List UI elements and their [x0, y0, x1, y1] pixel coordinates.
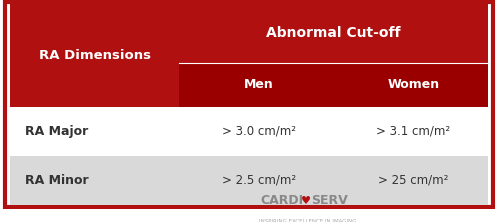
- Text: CARDI: CARDI: [260, 194, 304, 207]
- Text: > 2.5 cm/m²: > 2.5 cm/m²: [222, 174, 296, 187]
- Bar: [10, 156, 488, 205]
- Text: Women: Women: [387, 78, 439, 91]
- FancyBboxPatch shape: [5, 2, 493, 207]
- Text: INSPIRING EXCELLENCE IN IMAGING: INSPIRING EXCELLENCE IN IMAGING: [258, 219, 356, 222]
- Bar: [179, 4, 488, 63]
- Text: SERV: SERV: [311, 194, 348, 207]
- Text: > 3.1 cm/m²: > 3.1 cm/m²: [376, 125, 450, 138]
- Bar: [10, 107, 488, 156]
- Bar: [179, 63, 488, 107]
- Text: > 3.0 cm/m²: > 3.0 cm/m²: [222, 125, 296, 138]
- Text: > 25 cm/m²: > 25 cm/m²: [378, 174, 449, 187]
- Text: RA Dimensions: RA Dimensions: [39, 49, 150, 62]
- Text: Men: Men: [244, 78, 274, 91]
- Text: RA Major: RA Major: [25, 125, 88, 138]
- Text: ♥: ♥: [301, 196, 311, 206]
- Text: RA Minor: RA Minor: [25, 174, 89, 187]
- Text: Abnormal Cut-off: Abnormal Cut-off: [266, 26, 401, 40]
- Bar: [10, 4, 179, 107]
